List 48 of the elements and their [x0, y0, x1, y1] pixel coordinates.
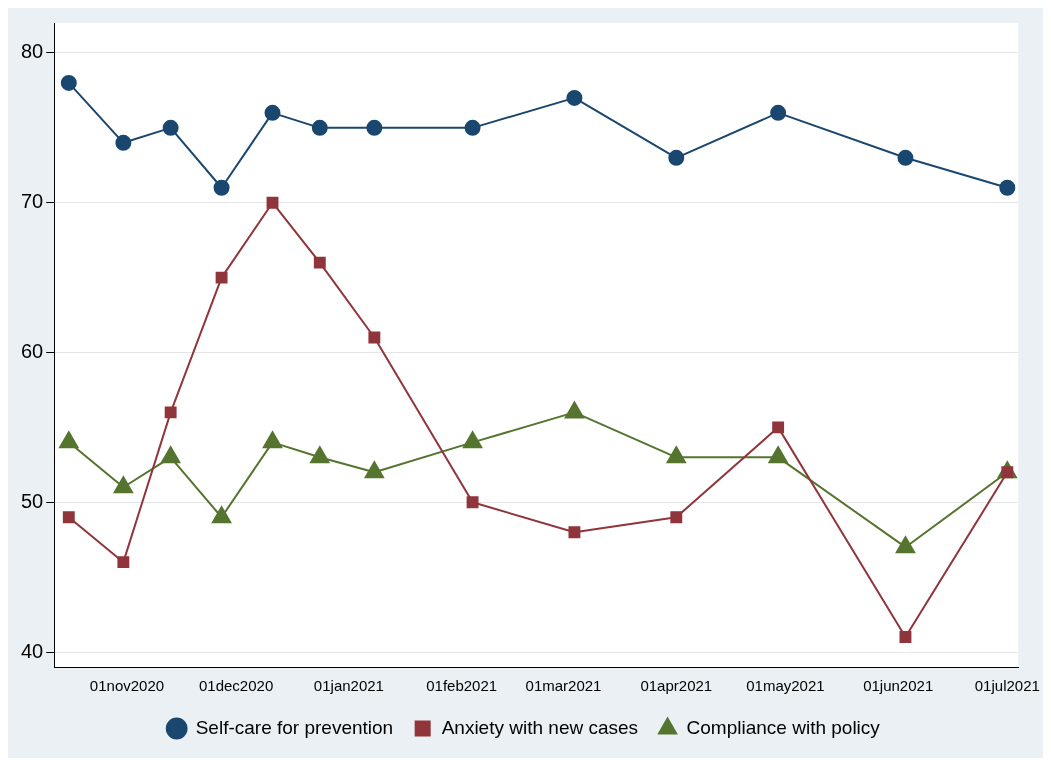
legend-label: Compliance with policy: [686, 716, 881, 738]
point: [772, 421, 785, 434]
point: [59, 431, 79, 449]
point: [310, 446, 330, 464]
x-tick-label: 01nov2020: [89, 677, 165, 695]
point: [895, 536, 916, 554]
x-tick-label: 01jun2021: [863, 677, 934, 695]
y-tick-label: 70: [21, 190, 44, 213]
point: [60, 74, 77, 91]
x-tick-label: 01dec2020: [199, 677, 274, 695]
legend-label: Anxiety with new cases: [441, 716, 639, 738]
point: [368, 331, 381, 344]
point: [113, 476, 134, 494]
point: [313, 256, 326, 269]
point: [464, 119, 481, 136]
point: [564, 401, 585, 419]
point: [311, 119, 328, 136]
point: [366, 119, 383, 136]
point: [213, 179, 230, 196]
point: [160, 446, 181, 464]
x-tick-label: 01jan2021: [313, 677, 384, 695]
point: [364, 461, 385, 479]
point: [566, 89, 583, 106]
point: [770, 104, 787, 121]
x-tick-label: 01mar2021: [525, 677, 602, 695]
point: [999, 179, 1016, 196]
point: [211, 506, 232, 524]
x-tick-label: 01may2021: [746, 677, 825, 695]
point: [666, 446, 686, 464]
x-tick-label: 01feb2021: [426, 677, 498, 695]
point: [262, 431, 283, 449]
x-tick-label: 01jul2021: [974, 677, 1040, 695]
legend-label: Self-care for prevention: [195, 716, 394, 738]
point: [115, 134, 132, 151]
y-tick-label: 80: [21, 40, 44, 63]
point: [164, 406, 177, 419]
y-tick-label: 60: [21, 340, 44, 362]
point: [462, 431, 483, 449]
y-tick-label: 50: [21, 489, 44, 512]
point: [266, 196, 279, 209]
point: [264, 104, 281, 121]
y-tick-label: 40: [21, 639, 44, 662]
point: [162, 119, 179, 136]
point: [215, 271, 228, 284]
point: [768, 446, 788, 464]
point: [668, 149, 685, 166]
point: [897, 149, 914, 166]
x-tick-label: 01apr2021: [640, 677, 713, 695]
